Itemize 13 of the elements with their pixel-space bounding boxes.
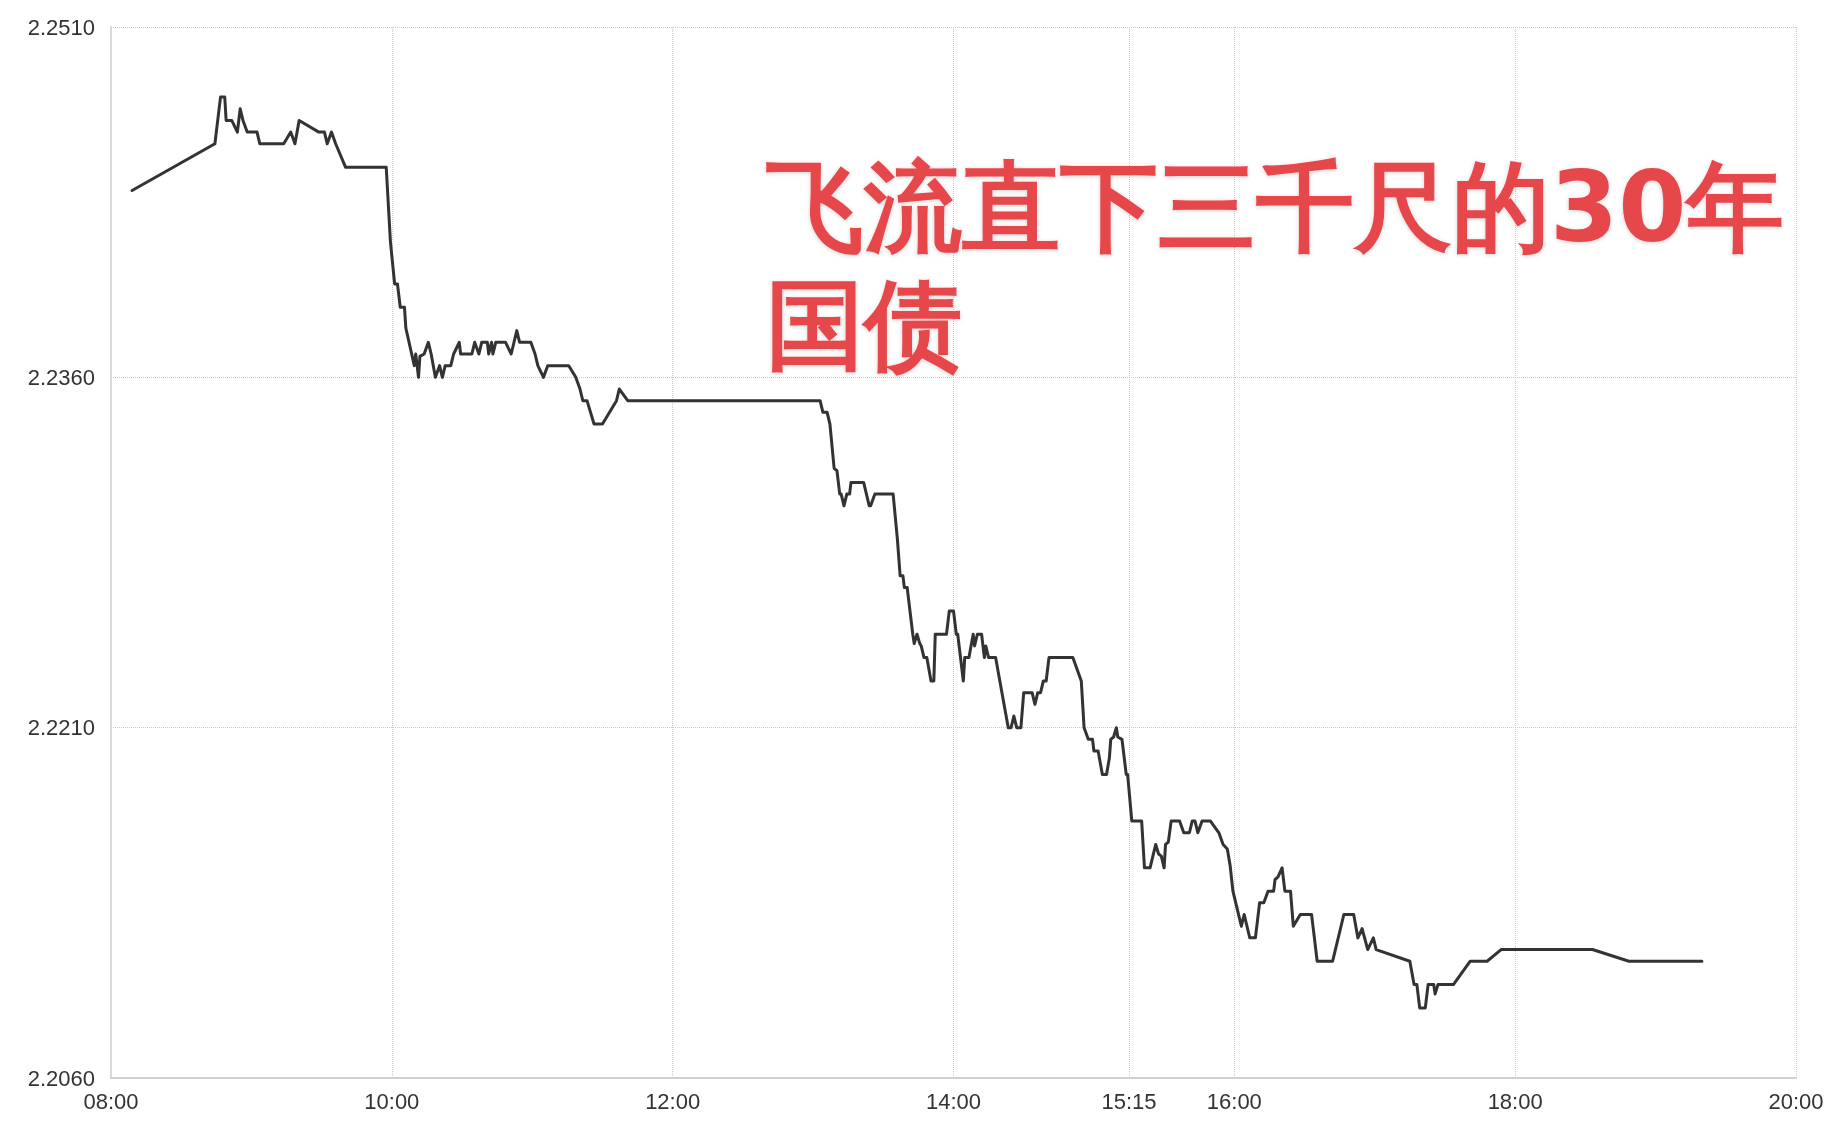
text: 飞流直下三千尺的30年国债: [765, 150, 1785, 382]
y-tick-label: 2.2060: [27, 1065, 95, 1091]
x-tick-label: 08:00: [83, 1088, 139, 1114]
x-tick-label: 14:00: [925, 1088, 982, 1114]
y-tick-label: 2.2360: [27, 364, 95, 390]
x-tick-label: 10:00: [364, 1088, 420, 1114]
x-tick-label: 15:15: [1101, 1088, 1157, 1114]
x-tick-label: 12:00: [645, 1088, 701, 1114]
x-tick-label: 16:00: [1206, 1088, 1262, 1114]
y-tick-label: 2.2210: [27, 715, 95, 741]
y-tick-label: 2.2510: [27, 14, 95, 40]
x-tick-label: 20:00: [1768, 1088, 1824, 1114]
x-tick-label: 18:00: [1487, 1088, 1543, 1114]
